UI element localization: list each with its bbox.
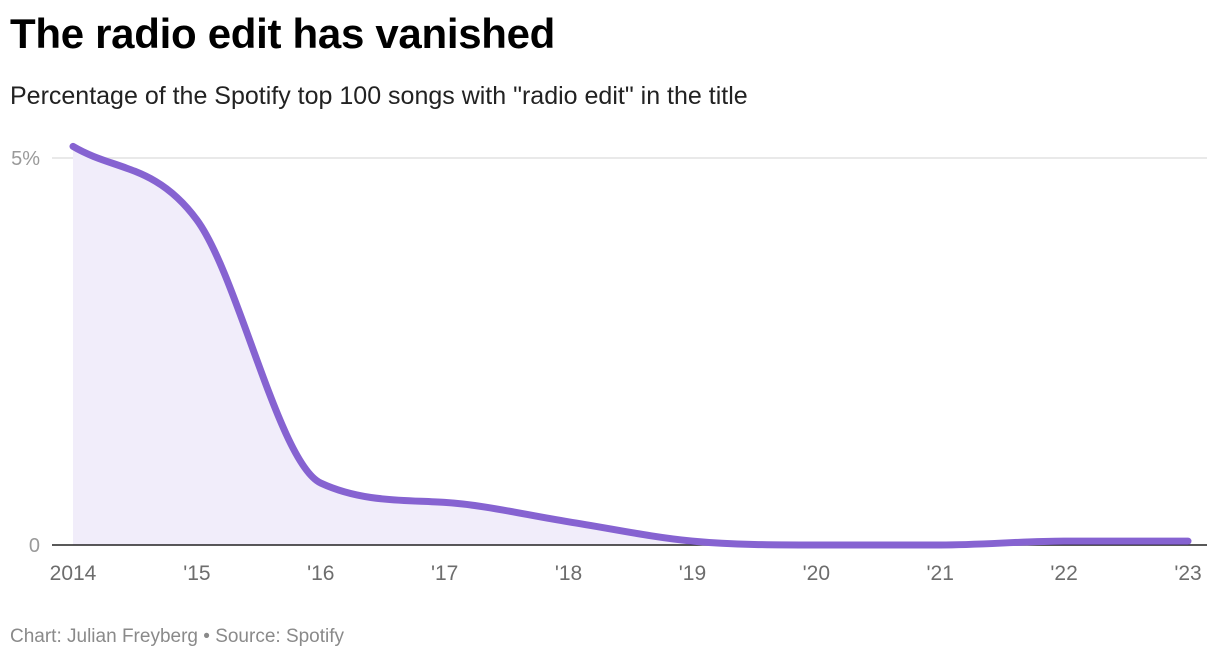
chart-footer: Chart: Julian Freyberg • Source: Spotify (10, 626, 344, 648)
x-tick-label: '20 (803, 562, 830, 585)
y-tick-label: 5% (11, 148, 40, 170)
x-tick-label: '17 (431, 562, 458, 585)
x-tick-label: '21 (927, 562, 954, 585)
area-fill (73, 146, 1188, 545)
chart-subtitle: Percentage of the Spotify top 100 songs … (10, 82, 748, 110)
line-area-chart: 0 5% 2014 '15 '16 '17 '18 '19 '20 '21 '22 '23 (11, 142, 1207, 585)
x-tick-label: '16 (307, 562, 334, 585)
x-tick-label: '23 (1174, 562, 1201, 585)
x-axis-ticks: 2014 '15 '16 '17 '18 '19 '20 '21 '22 '23 (50, 562, 1202, 585)
x-tick-label: '18 (555, 562, 582, 585)
x-tick-label: 2014 (50, 562, 97, 585)
x-tick-label: '15 (183, 562, 210, 585)
x-tick-label: '19 (679, 562, 706, 585)
chart-title: The radio edit has vanished (10, 10, 556, 57)
x-tick-label: '22 (1050, 562, 1077, 585)
separator-dot: • (203, 626, 210, 647)
y-axis-ticks: 0 5% (11, 148, 40, 557)
series-line (69, 142, 1192, 549)
source-text: Source: Spotify (215, 626, 345, 647)
credit-text: Chart: Julian Freyberg (10, 626, 198, 647)
y-tick-label: 0 (29, 535, 40, 557)
